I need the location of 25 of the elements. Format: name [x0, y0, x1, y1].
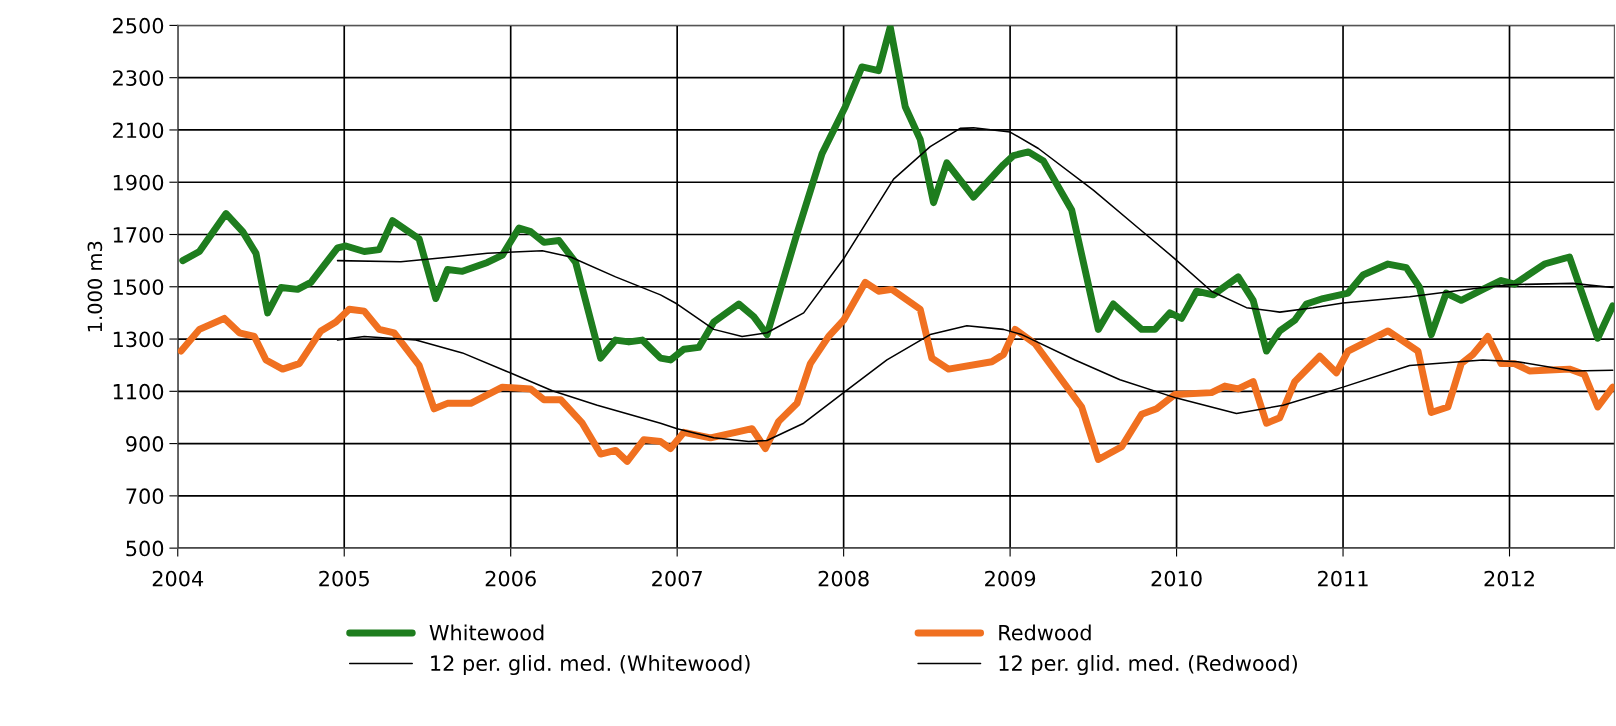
- y-tick-label: 700: [126, 488, 164, 505]
- legend-label: 12 per. glid. med. (Whitewood): [431, 654, 750, 676]
- y-tick-label: 1500: [113, 279, 164, 295]
- legend-label: Redwood: [999, 624, 1091, 641]
- x-tick-label: 2010: [1151, 570, 1202, 587]
- y-tick-label: 2100: [113, 122, 164, 139]
- y-tick-label: 500: [126, 540, 164, 557]
- y-tick-label: 1900: [113, 174, 164, 191]
- y-tick-label: 2500: [113, 17, 164, 34]
- y-tick-label: 1100: [113, 383, 164, 400]
- x-tick-label: 2004: [152, 570, 204, 587]
- x-tick-label: 2009: [985, 570, 1036, 587]
- x-tick-label: 2005: [319, 570, 369, 587]
- x-tick-label: 2008: [818, 570, 869, 587]
- x-tick-label: 2006: [485, 570, 536, 587]
- y-tick-label: 1700: [113, 226, 164, 243]
- y-tick-label: 900: [126, 436, 164, 452]
- y-tick-label: 2300: [113, 70, 164, 86]
- legend-label: 12 per. glid. med. (Redwood): [999, 654, 1297, 676]
- y-axis-title: 1.000 m3: [87, 241, 103, 332]
- legend-label: Whitewood: [429, 624, 544, 641]
- y-tick-label: 1300: [113, 331, 164, 348]
- x-tick-label: 2012: [1484, 570, 1534, 587]
- x-tick-label: 2007: [652, 570, 702, 587]
- x-tick-label: 2011: [1318, 570, 1368, 587]
